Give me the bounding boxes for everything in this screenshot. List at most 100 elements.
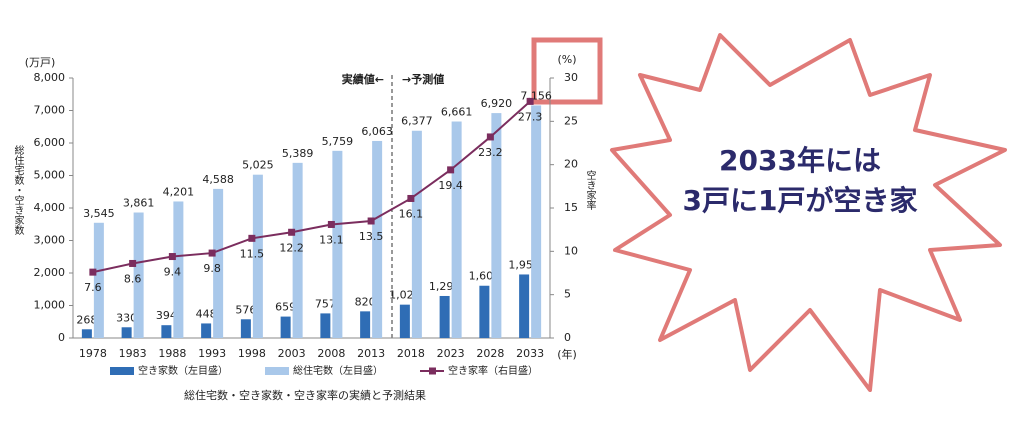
y-tick-label: 0 (58, 331, 65, 344)
y-tick-label: 4,000 (34, 201, 66, 214)
data-label: 448 (196, 307, 217, 320)
y2-tick-label: 10 (564, 244, 578, 257)
bar (93, 222, 104, 338)
line-point (168, 253, 176, 261)
y-tick-label: 8,000 (34, 71, 66, 84)
actual-label: 実績値← (342, 72, 384, 86)
callout-text: 2033年には (719, 144, 881, 177)
legend-label: 空き家率（右目盛） (448, 364, 538, 377)
data-label: 5,759 (322, 135, 354, 148)
data-label: 9.8 (203, 262, 221, 275)
data-label: 5,389 (282, 147, 314, 160)
y2-title: 空き家率 (584, 169, 596, 211)
data-label: 576 (235, 303, 256, 316)
y-tick-label: 7,000 (34, 104, 66, 117)
y-unit: (万戸) (25, 56, 56, 69)
y2-tick-label: 15 (564, 201, 578, 214)
x-unit: (年) (557, 347, 577, 361)
bar (240, 319, 251, 338)
x-tick-label: 2028 (476, 347, 504, 360)
callout-burst (610, 33, 1007, 392)
y-title: 総住宅数・空き家数 (12, 144, 24, 236)
y2-tick-label: 0 (564, 331, 571, 344)
data-label: 4,201 (163, 185, 195, 198)
line-point (89, 268, 97, 276)
line-point (526, 97, 534, 105)
bar (332, 150, 343, 338)
data-label: 4,588 (202, 173, 234, 186)
y2-tick-label: 25 (564, 114, 578, 127)
line-point (208, 249, 216, 257)
bar (121, 327, 132, 338)
bar (292, 162, 303, 338)
y2-tick-label: 30 (564, 71, 578, 84)
forecast-label: →予測値 (402, 72, 444, 86)
data-label: 5,025 (242, 159, 274, 172)
x-tick-label: 1988 (158, 347, 186, 360)
data-label: 9.4 (164, 266, 182, 279)
data-label: 12.2 (279, 241, 304, 254)
caption: 総住宅数・空き家数・空き家率の実績と予測結果 (184, 388, 426, 402)
legend-swatch (110, 367, 134, 375)
legend-label: 総住宅数（左目盛） (293, 364, 383, 377)
bar (280, 316, 291, 338)
y-tick-label: 3,000 (34, 234, 66, 247)
x-tick-label: 2003 (278, 347, 306, 360)
legend-swatch (429, 367, 436, 375)
y2-unit: (%) (557, 53, 576, 66)
data-label: 6,377 (401, 115, 433, 128)
data-label: 16.1 (399, 207, 424, 220)
data-label: 268 (76, 313, 97, 326)
line-point (327, 220, 335, 228)
data-label: 6,661 (441, 106, 473, 119)
data-label: 3,861 (123, 197, 155, 210)
legend-label: 空き家数（左目盛） (138, 364, 228, 377)
y-tick-label: 1,000 (34, 299, 66, 312)
data-label: 6,063 (361, 125, 393, 138)
bar (372, 140, 383, 338)
bar (133, 212, 144, 338)
x-tick-label: 1993 (198, 347, 226, 360)
y2-tick-label: 5 (564, 288, 571, 301)
bar (531, 105, 542, 339)
bar (252, 174, 263, 338)
bar (320, 313, 331, 338)
bar (519, 274, 530, 338)
x-tick-label: 2033 (516, 347, 544, 360)
x-tick-label: 1983 (119, 347, 147, 360)
y2-tick-label: 20 (564, 158, 578, 171)
bar (411, 130, 422, 338)
bar (213, 188, 224, 338)
data-label: 13.5 (359, 230, 384, 243)
data-label: 23.2 (478, 146, 503, 159)
y-tick-label: 5,000 (34, 169, 66, 182)
x-tick-label: 2008 (317, 347, 345, 360)
data-label: 394 (156, 309, 177, 322)
data-label: 8.6 (124, 272, 142, 285)
data-label: 3,545 (83, 207, 115, 220)
x-tick-label: 2018 (397, 347, 425, 360)
data-label: 659 (275, 301, 296, 314)
data-label: 757 (315, 297, 336, 310)
bar (173, 201, 184, 338)
line-point (447, 166, 455, 174)
x-tick-label: 1998 (238, 347, 266, 360)
line-point (288, 228, 296, 236)
x-tick-label: 2013 (357, 347, 385, 360)
data-label: 7.6 (84, 281, 102, 294)
line-point (129, 259, 137, 267)
line-point (486, 133, 494, 141)
data-label: 330 (116, 311, 137, 324)
bar (360, 311, 371, 338)
data-label: 13.1 (319, 233, 344, 246)
data-label: 820 (355, 295, 376, 308)
bar (479, 285, 490, 338)
highlight-box (531, 37, 603, 105)
line (92, 100, 531, 274)
data-label: 7,156 (520, 89, 552, 102)
x-tick-label: 1978 (79, 347, 107, 360)
line-point (367, 217, 375, 225)
bar (81, 329, 92, 338)
y-tick-label: 6,000 (34, 136, 66, 149)
